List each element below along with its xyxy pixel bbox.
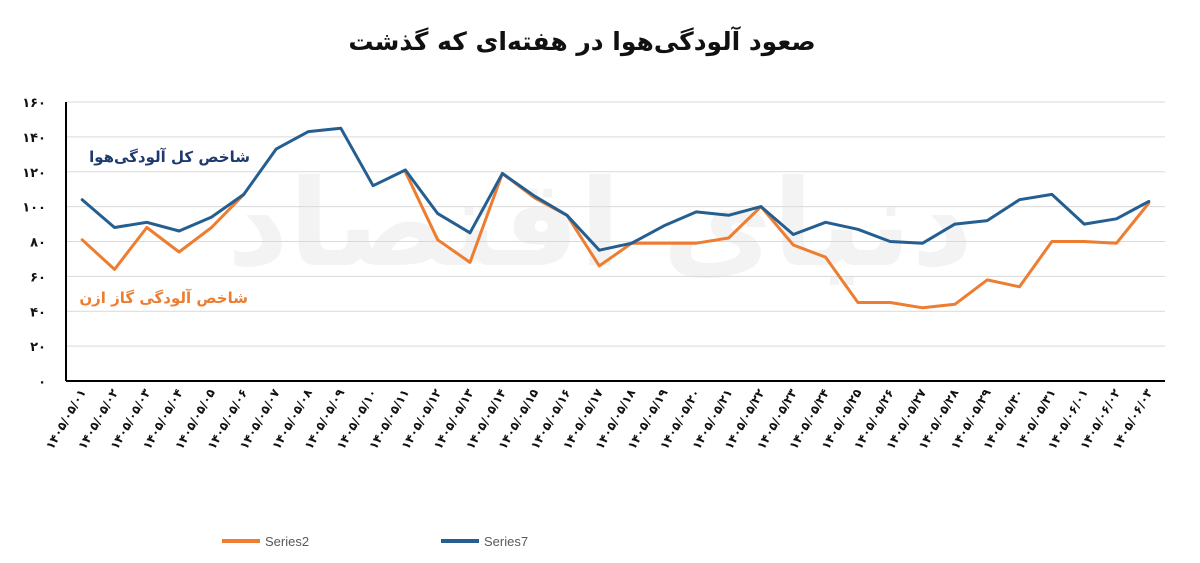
data-point-series7	[339, 127, 342, 130]
data-point-series2	[210, 226, 213, 229]
data-point-series2	[1083, 240, 1086, 243]
data-point-series2	[986, 278, 989, 282]
data-point-series7	[371, 184, 375, 187]
x-axis-ticks: ۱۴۰۵/۰۵/۰۱۱۴۰۵/۰۵/۰۲۱۴۰۵/۰۵/۰۳۱۴۰۵/۰۵/۰۴…	[43, 386, 1156, 452]
data-point-series2	[436, 238, 439, 241]
data-point-series2	[598, 264, 601, 268]
legend: Series2 Series7	[222, 534, 528, 549]
y-tick-label: ۴۰	[30, 305, 46, 320]
legend-label-series2: Series2	[265, 534, 309, 549]
data-point-series7	[953, 222, 957, 226]
data-point-series7	[792, 233, 795, 236]
data-point-series7	[242, 193, 245, 196]
data-point-series7	[274, 147, 278, 151]
series-line-series7	[80, 126, 1151, 252]
data-point-series7	[501, 172, 504, 175]
data-point-series2	[468, 261, 472, 264]
series-lines	[80, 126, 1151, 310]
data-point-series7	[695, 210, 698, 214]
data-point-series7	[598, 249, 601, 252]
data-point-series2	[662, 242, 666, 245]
data-point-series7	[662, 224, 666, 227]
data-point-series7	[759, 205, 763, 208]
data-point-series7	[986, 219, 989, 222]
data-point-series2	[953, 303, 957, 306]
data-point-series7	[889, 240, 892, 243]
y-tick-label: ۰	[38, 375, 46, 390]
y-tick-label: ۸۰	[30, 236, 46, 251]
data-point-series7	[210, 215, 213, 219]
data-point-series7	[81, 198, 84, 201]
data-point-series2	[695, 242, 698, 245]
data-point-series7	[177, 229, 181, 233]
y-tick-label: ۱۶۰	[22, 96, 46, 111]
gridlines	[66, 101, 1165, 347]
y-axis-ticks: ۰ ۲۰ ۴۰ ۶۰ ۸۰ ۱۰۰ ۱۲۰ ۱۴۰ ۱۶۰	[22, 96, 46, 390]
data-point-series7	[1115, 217, 1118, 220]
data-point-series2	[792, 243, 795, 247]
data-point-series7	[856, 228, 860, 231]
data-point-series7	[630, 242, 633, 245]
data-point-series7	[921, 242, 924, 245]
data-point-series2	[81, 238, 84, 241]
data-point-series2	[1115, 242, 1118, 245]
y-tick-label: ۱۴۰	[22, 131, 46, 146]
data-point-series2	[1050, 240, 1054, 243]
data-point-series7	[436, 212, 439, 215]
data-point-series7	[824, 221, 827, 224]
data-point-series7	[1018, 198, 1021, 201]
legend-label-series7: Series7	[484, 534, 528, 549]
data-point-series7	[307, 130, 310, 133]
data-point-series2	[177, 250, 181, 254]
chart-title: صعود آلودگی‌هوا در هفته‌ای که گذشت	[348, 26, 815, 57]
series7-annotation: شاخص کل آلودگی‌هوا	[89, 148, 250, 166]
y-tick-label: ۱۰۰	[22, 201, 46, 216]
series2-annotation: شاخص آلودگی گاز ازن	[79, 289, 248, 307]
y-tick-label: ۲۰	[30, 340, 46, 355]
data-point-series7	[1083, 222, 1086, 226]
axes	[65, 102, 1165, 382]
data-point-series2	[1018, 285, 1021, 288]
data-point-series2	[889, 301, 892, 304]
data-point-series2	[727, 236, 730, 240]
data-point-series2	[145, 226, 148, 229]
data-point-series7	[565, 214, 569, 217]
data-point-series7	[727, 214, 730, 217]
data-point-series2	[856, 301, 860, 304]
data-point-series7	[468, 231, 472, 234]
y-tick-label: ۱۲۰	[22, 166, 46, 181]
data-point-series7	[1050, 193, 1054, 196]
y-tick-label: ۶۰	[30, 270, 46, 285]
watermark-logo: دنیای اقتصاد	[227, 155, 973, 294]
data-point-series7	[1147, 200, 1151, 203]
data-point-series2	[921, 306, 924, 309]
data-point-series7	[404, 168, 407, 172]
data-point-series7	[145, 221, 148, 224]
data-point-series7	[113, 226, 116, 229]
data-point-series2	[824, 256, 827, 259]
data-point-series2	[113, 268, 116, 271]
data-point-series7	[533, 195, 536, 198]
